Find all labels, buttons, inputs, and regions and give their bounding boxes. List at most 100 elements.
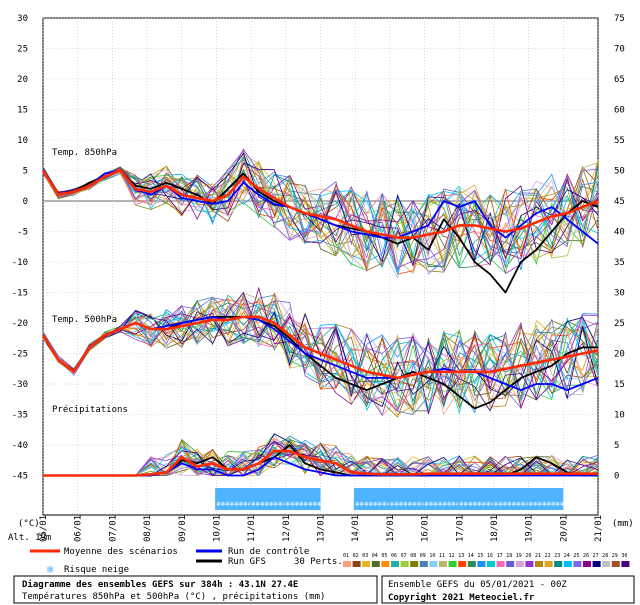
right-tick-label: 65: [614, 75, 625, 85]
snowflake-icon: ❄: [399, 501, 404, 508]
snowflake-icon: ❄: [382, 501, 387, 508]
right-tick-label: 45: [614, 197, 625, 207]
snowflake-icon: ❄: [286, 501, 291, 508]
snowflake-icon: ❄: [243, 501, 248, 508]
snow-risk-band: [457, 488, 494, 510]
x-tick-label: 15/01: [386, 515, 396, 542]
pert-legend-swatch: [371, 561, 380, 567]
pert-legend-id: 28: [602, 553, 608, 559]
snowflake-icon: ❄: [546, 501, 551, 508]
footer-run-info: Ensemble GEFS du 05/01/2021 - 00Z: [388, 580, 567, 590]
snowflake-icon: ❄: [299, 501, 304, 508]
pert-legend-id: 15: [477, 553, 483, 559]
pert-legend-id: 08: [410, 553, 416, 559]
left-tick-label: 20: [17, 75, 28, 85]
pert-legend-id: 13: [458, 553, 464, 559]
right-tick-label: 60: [614, 106, 625, 116]
snowflake-icon: ❄: [317, 501, 322, 508]
pert-legend-swatch: [362, 561, 371, 567]
snowflake-icon: ❄: [373, 501, 378, 508]
pert-line-14-t850: [42, 166, 599, 269]
pert-legend-id: 19: [516, 553, 522, 559]
pert-legend-id: 09: [420, 553, 426, 559]
pert-line-20-t850: [42, 148, 599, 275]
snowflake-icon: ❄: [468, 501, 473, 508]
pert-line-10-t500: [42, 297, 599, 409]
snowflake-icon: ❄: [46, 565, 54, 576]
snowflake-icon: ❄: [290, 501, 295, 508]
snowflake-icon: ❄: [472, 501, 477, 508]
footer: Diagramme des ensembles GEFS sur 384h : …: [13, 575, 635, 604]
x-tick-label: 08/01: [143, 515, 153, 542]
pert-line-17-t850: [42, 150, 599, 268]
pert-legend-id: 05: [381, 553, 387, 559]
legend-label-mean: Moyenne des scénarios: [64, 546, 178, 557]
right-tick-label: 0: [614, 472, 619, 482]
pert-legend-id: 03: [362, 553, 368, 559]
left-tick-label: -5: [17, 228, 28, 238]
snowflake-icon: ❄: [417, 501, 422, 508]
legend-label-perts: 30 Perts.: [294, 557, 343, 567]
footer-copyright: Copyright 2021 Meteociel.fr: [388, 592, 535, 603]
pert-legend-id: 12: [449, 553, 455, 559]
snow-risk-band: [423, 488, 460, 510]
pert-line-26-t500: [42, 286, 599, 415]
left-tick-label: -35: [12, 411, 28, 421]
snowflake-icon: ❄: [377, 501, 382, 508]
panel-label-precip: Précipitations: [52, 404, 128, 415]
pert-legend-id: 24: [564, 553, 570, 559]
legend: Moyenne des scénarios Run de contrôle Ru…: [30, 546, 630, 576]
footer-run-box: [381, 575, 635, 604]
pert-legend-id: 22: [545, 553, 551, 559]
snowflake-icon: ❄: [412, 501, 417, 508]
snowflake-icon: ❄: [477, 501, 482, 508]
snowflake-icon: ❄: [498, 501, 503, 508]
pert-legend-swatch: [487, 561, 495, 567]
pert-legend-id: 01: [343, 553, 349, 559]
pert-legend-swatch: [391, 561, 399, 567]
right-tick-label: 40: [614, 228, 625, 238]
legend-label-control: Run de contrôle: [228, 546, 309, 557]
pert-legend-swatch: [525, 561, 534, 567]
pert-legend-swatch: [515, 561, 524, 567]
panel-label-t850: Temp. 850hPa: [52, 148, 117, 158]
pert-line-20-t500: [42, 304, 599, 412]
right-tick-label: 50: [614, 167, 625, 177]
pert-legend-swatch: [400, 561, 409, 567]
x-tick-label: 16/01: [421, 515, 431, 542]
right-tick-label: 35: [614, 258, 625, 268]
snowflake-icon: ❄: [542, 501, 547, 508]
snowflake-icon: ❄: [424, 501, 429, 508]
pert-legend-id: 14: [468, 553, 474, 559]
snowflake-icon: ❄: [403, 501, 408, 508]
pert-legend-swatch: [563, 561, 572, 567]
pert-legend-swatch: [602, 561, 611, 567]
pert-legend-id: 21: [535, 553, 541, 559]
altitude-label: Alt. 19m: [8, 533, 51, 543]
snow-risk-band: [492, 488, 529, 510]
pert-legend-swatch: [467, 561, 476, 567]
main-series: [41, 169, 599, 477]
snow-risk-band: [284, 488, 321, 510]
snowflake-icon: ❄: [364, 501, 369, 508]
panel-label-t500: Temp. 500hPa: [52, 315, 117, 325]
pert-legend-swatch: [592, 561, 601, 567]
snowflake-icon: ❄: [269, 501, 274, 508]
snowflake-icon: ❄: [516, 501, 521, 508]
pert-legend-id: 18: [506, 553, 512, 559]
x-tick-label: 20/01: [559, 515, 569, 542]
pert-line-18-t850: [42, 169, 599, 267]
snow-risk-legend: ❄ Risque neige: [46, 565, 129, 576]
x-tick-label: 10/01: [212, 515, 222, 542]
footer-title: Diagramme des ensembles GEFS sur 384h : …: [22, 579, 298, 590]
pert-legend-swatch: [381, 561, 390, 567]
left-unit-label: (°C): [18, 519, 40, 529]
pert-legend-swatch: [544, 561, 553, 567]
snowflake-icon: ❄: [216, 501, 221, 508]
snowflake-icon: ❄: [451, 501, 456, 508]
series-t500-mean: [41, 315, 599, 380]
snowflake-icon: ❄: [304, 501, 309, 508]
left-tick-label: 5: [23, 167, 28, 177]
snowflake-icon: ❄: [234, 501, 239, 508]
snowflake-icon: ❄: [481, 501, 486, 508]
